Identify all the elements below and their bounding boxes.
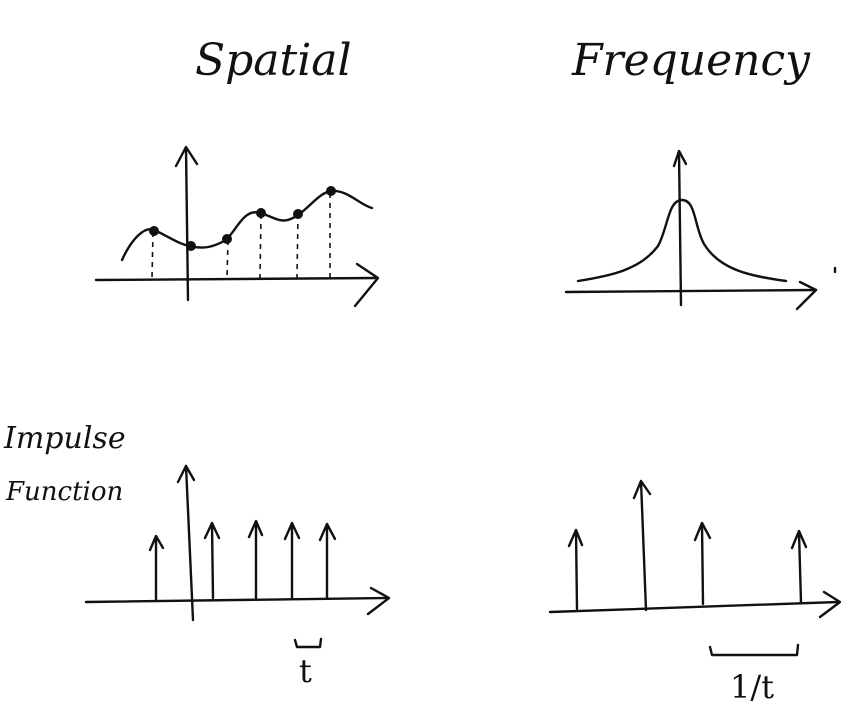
sample-point <box>222 234 232 244</box>
frequency-x-axis <box>564 288 818 294</box>
spatial-y-arrowhead <box>174 145 199 168</box>
sample-line <box>226 239 229 279</box>
spatial-x-arrowhead <box>353 262 380 308</box>
impulse-arrow <box>247 519 264 600</box>
sample-line <box>259 213 262 279</box>
impulse-arrow <box>203 521 221 600</box>
sample-point <box>186 241 196 251</box>
frequency-spectrum-curve <box>576 198 788 283</box>
frequency-x-arrowhead <box>795 280 818 311</box>
frequency-y-axis <box>677 150 683 307</box>
sample-point <box>326 186 336 196</box>
impulse-y-axis <box>184 464 195 622</box>
sample-line <box>296 213 299 279</box>
spatial-title: Spatial <box>195 35 352 86</box>
freq-period-label: 1/t <box>730 668 774 706</box>
impulse-train-plot: t <box>84 464 391 690</box>
frequency-y-arrowhead <box>672 149 688 168</box>
impulse-arrow <box>148 534 165 602</box>
sample-point <box>149 226 159 236</box>
freq-impulse-arrow <box>693 521 712 606</box>
sample-point <box>256 208 266 218</box>
spatial-signal-curve <box>120 189 374 262</box>
sample-point <box>293 209 303 219</box>
period-bracket <box>293 637 323 649</box>
spatial-x-axis <box>94 276 378 282</box>
impulse-y-arrowhead <box>176 464 196 484</box>
frequency-spectrum-plot <box>564 149 818 311</box>
spatial-y-axis <box>184 146 190 302</box>
freq-period-bracket <box>708 643 800 657</box>
impulse-x-arrowhead <box>366 586 391 616</box>
freq-impulse-x-axis <box>548 600 840 614</box>
impulse-label-line2: Function <box>5 477 123 507</box>
impulse-label-line1: Impulse <box>3 421 126 456</box>
impulse-arrow <box>318 522 337 600</box>
freq-impulse-arrow <box>790 529 808 605</box>
period-label: t <box>299 652 312 690</box>
sample-line <box>151 231 154 279</box>
freq-impulse-arrow <box>567 528 584 611</box>
freq-impulse-x-arrowhead <box>818 590 842 619</box>
freq-impulse-arrow-center <box>632 479 652 612</box>
impulse-x-axis <box>84 596 390 604</box>
spatial-signal-plot <box>94 145 380 308</box>
frequency-impulse-plot: 1/t <box>548 479 842 706</box>
impulse-arrow <box>283 521 301 600</box>
frequency-title: Frequency <box>571 35 811 86</box>
